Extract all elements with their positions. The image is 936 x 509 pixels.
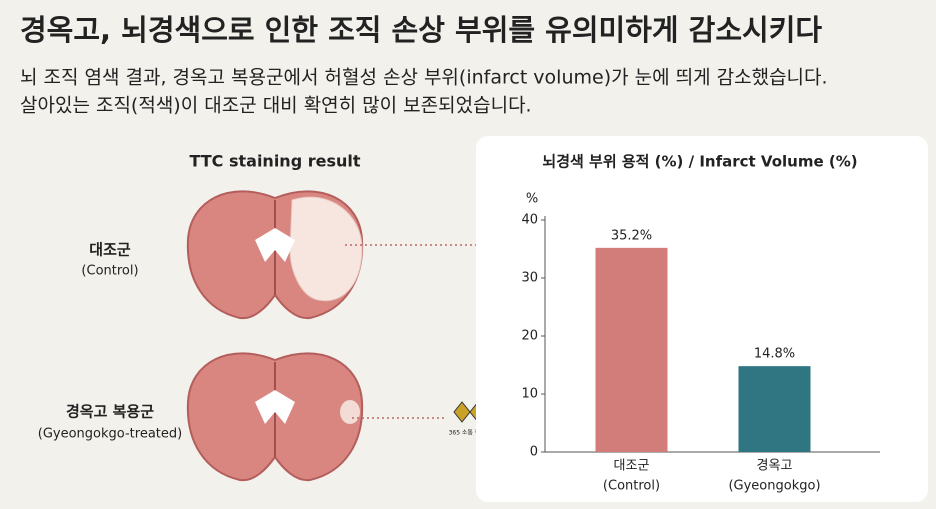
staining-title: TTC staining result bbox=[189, 152, 360, 171]
value-label: 35.2% bbox=[611, 228, 652, 243]
subtitle-line: 뇌 조직 염색 결과, 경옥고 복용군에서 허혈성 손상 부위(infarct … bbox=[20, 67, 828, 89]
y-tick-label: 30 bbox=[521, 271, 538, 286]
y-tick-label: 20 bbox=[521, 329, 538, 344]
brain-treated bbox=[186, 352, 364, 482]
y-axis-label: % bbox=[526, 192, 538, 207]
bar bbox=[595, 247, 668, 452]
brain-control bbox=[186, 190, 364, 320]
row-label: 경옥고 복용군 bbox=[66, 403, 154, 421]
row-sublabel: (Gyeongokgo-treated) bbox=[38, 427, 182, 442]
x-tick-sublabel: (Control) bbox=[603, 479, 660, 494]
row-sublabel: (Control) bbox=[81, 264, 138, 279]
x-tick-label: 경옥고 bbox=[757, 459, 793, 474]
bar bbox=[738, 366, 811, 452]
y-tick-label: 10 bbox=[521, 387, 538, 402]
row-label: 대조군 bbox=[89, 241, 131, 259]
logo-text: 365 소통 한의원 bbox=[449, 429, 492, 437]
title: 경옥고, 뇌경색으로 인한 조직 손상 부위를 유의미하게 감소시키다 bbox=[20, 13, 822, 47]
y-tick-label: 0 bbox=[530, 445, 538, 460]
x-tick-label: 대조군 bbox=[614, 459, 650, 474]
x-tick-sublabel: (Gyeongokgo) bbox=[728, 479, 820, 494]
chart-panel bbox=[476, 136, 928, 502]
subtitle-line: 살아있는 조직(적색)이 대조군 대비 확연히 많이 보존되었습니다. bbox=[20, 95, 532, 117]
chart-title: 뇌경색 부위 용적 (%) / Infarct Volume (%) bbox=[542, 153, 857, 171]
value-label: 14.8% bbox=[754, 347, 795, 362]
y-tick-label: 40 bbox=[521, 213, 538, 228]
